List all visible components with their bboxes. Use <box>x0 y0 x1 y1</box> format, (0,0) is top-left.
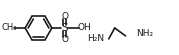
Text: OH: OH <box>78 23 91 33</box>
Text: O: O <box>61 35 68 44</box>
Text: O: O <box>61 12 68 21</box>
Text: H₂N: H₂N <box>87 34 104 43</box>
Text: NH₂: NH₂ <box>136 29 154 38</box>
Text: CH₃: CH₃ <box>1 23 17 33</box>
Text: S: S <box>61 23 68 33</box>
